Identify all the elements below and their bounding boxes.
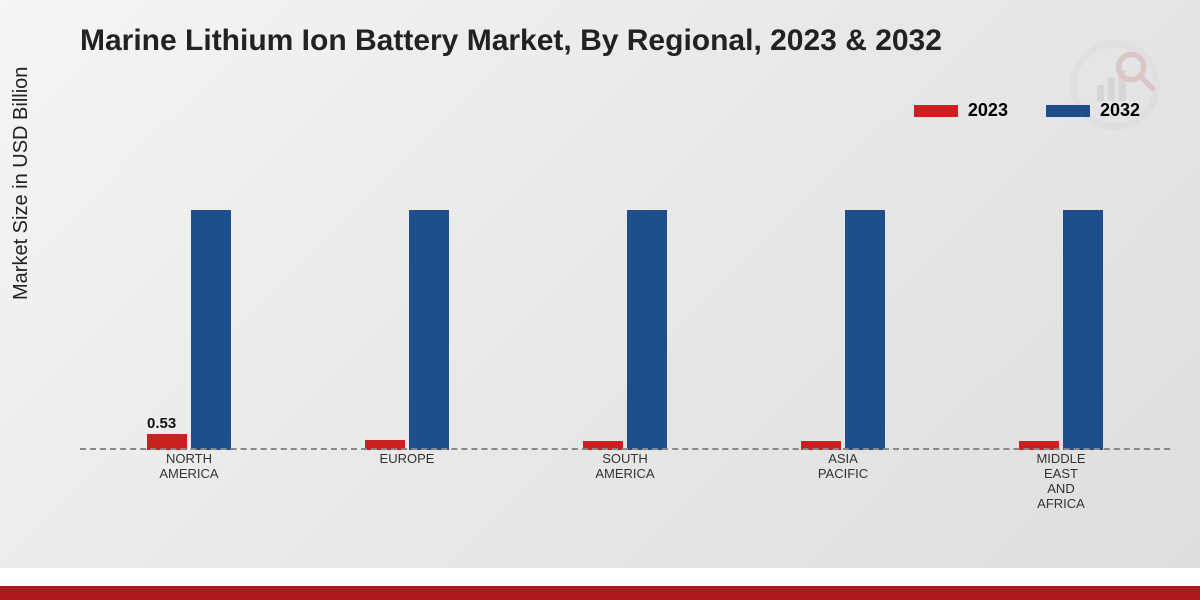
legend-item-2023: 2023 [914,100,1008,121]
bar [627,210,667,450]
bar [191,210,231,450]
bar-groups: 0.53 [80,150,1170,450]
x-axis-label: MIDDLE EAST AND AFRICA [1001,452,1121,510]
plot-area: 0.53 NORTH AMERICA EUROPE SOUTH AMERICA ASI… [80,150,1170,510]
legend-label-2023: 2023 [968,100,1008,121]
legend-swatch-2023 [914,105,958,117]
value-label: 0.53 [147,415,176,432]
legend: 2023 2032 [914,100,1140,121]
bar-group [365,210,449,450]
footer-accent-bar [0,586,1200,600]
chart-title: Marine Lithium Ion Battery Market, By Re… [80,24,942,58]
legend-swatch-2032 [1046,105,1090,117]
baseline [80,448,1170,450]
legend-item-2032: 2032 [1046,100,1140,121]
x-axis-label: ASIA PACIFIC [783,452,903,510]
x-axis-label: NORTH AMERICA [129,452,249,510]
y-axis-label: Market Size in USD Billion [10,67,33,300]
legend-label-2032: 2032 [1100,100,1140,121]
footer-white-strip [0,568,1200,586]
x-axis-labels: NORTH AMERICA EUROPE SOUTH AMERICA ASIA PAC… [80,452,1170,510]
bar [409,210,449,450]
bar-group [801,210,885,450]
x-axis-label: EUROPE [347,452,467,510]
bar [845,210,885,450]
bar-group: 0.53 [147,210,231,450]
bar-group [583,210,667,450]
bar [1063,210,1103,450]
x-axis-label: SOUTH AMERICA [565,452,685,510]
bar-group [1019,210,1103,450]
chart-container: Marine Lithium Ion Battery Market, By Re… [0,0,1200,600]
